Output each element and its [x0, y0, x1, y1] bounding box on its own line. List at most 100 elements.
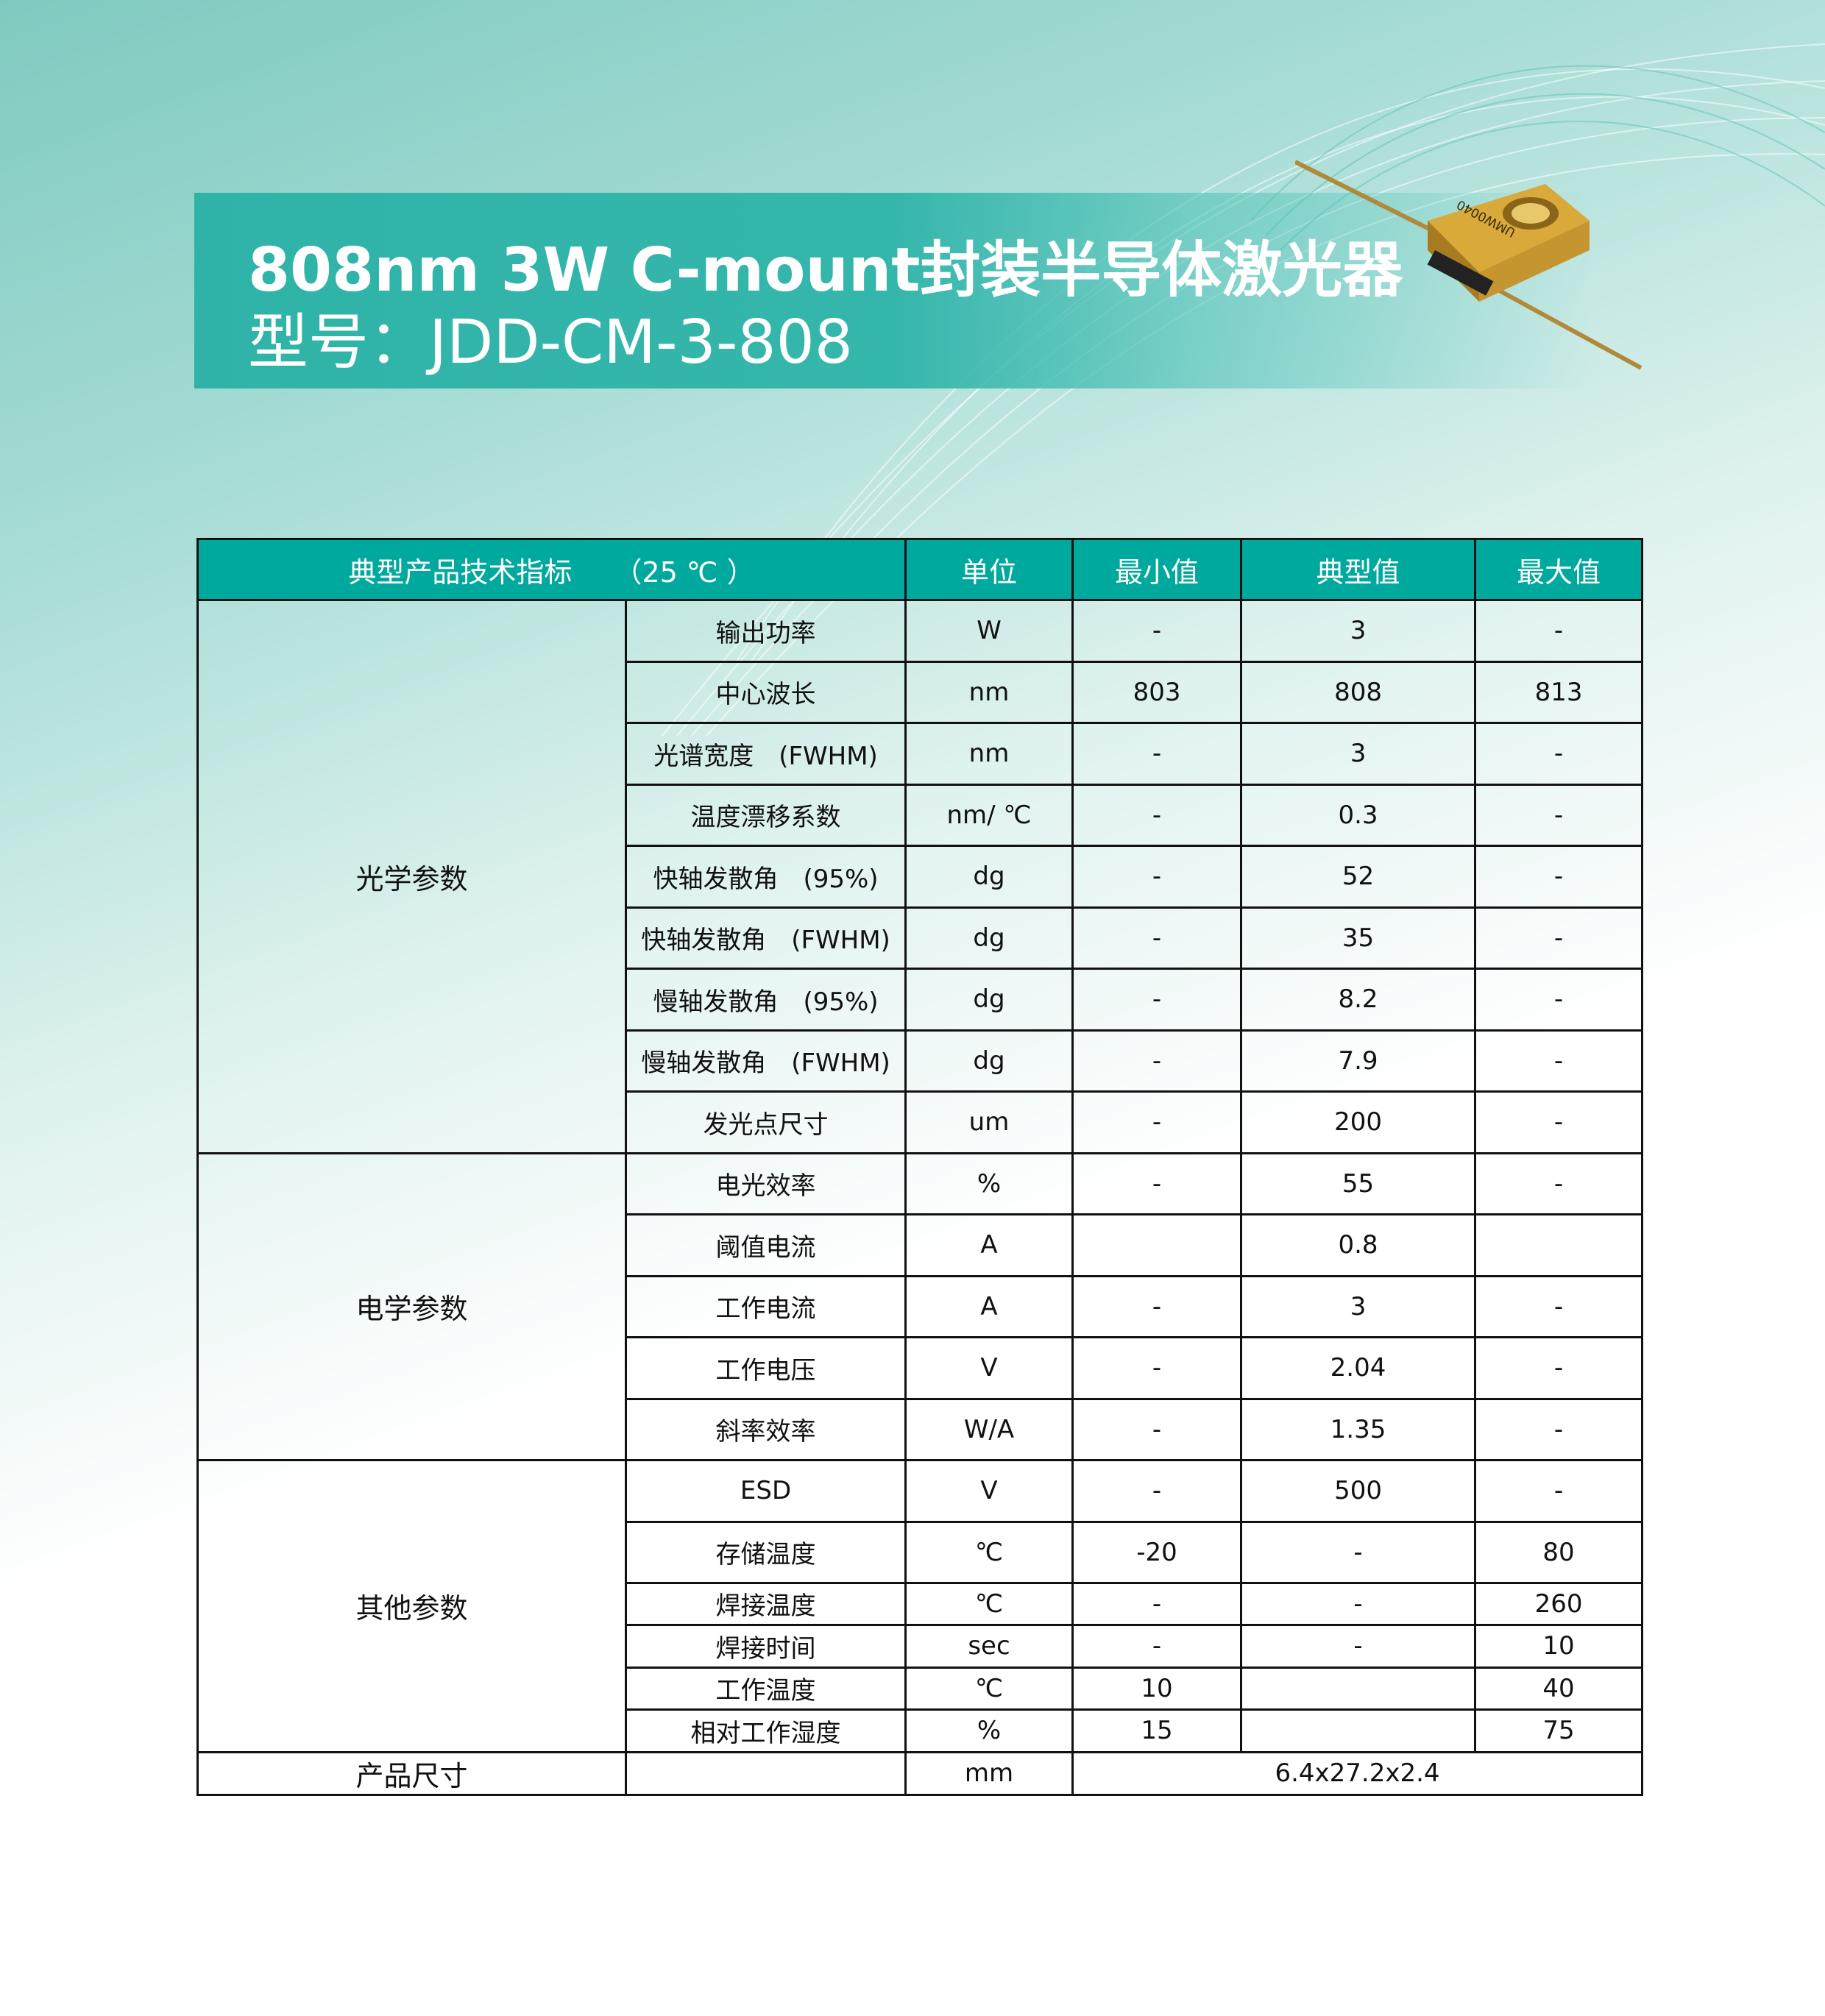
max-value: - — [1474, 1397, 1644, 1461]
min-value: - — [1071, 722, 1243, 786]
page-title: 808nm 3W C-mount封装半导体激光器 — [248, 235, 1403, 305]
table-row: 存储温度 ℃ -20-80 — [198, 1520, 1644, 1584]
model-number: 型号：JDD-CM-3-808 — [248, 308, 853, 377]
max-value — [1474, 1213, 1644, 1277]
param-name: 电光效率 — [624, 1151, 907, 1215]
table-row: 快轴发散角 (FWHM) dg -35- — [198, 906, 1644, 970]
min-value: 10 — [1071, 1666, 1243, 1711]
min-value: - — [1071, 968, 1243, 1032]
col-header-min: 最小值 — [1071, 538, 1243, 601]
typ-value: 200 — [1240, 1090, 1477, 1154]
table-row: 电学参数 电光效率% -55- — [196, 1151, 1644, 1461]
typ-value: 2.04 — [1240, 1336, 1477, 1400]
unit: nm — [904, 660, 1074, 724]
typ-value: 35 — [1240, 906, 1477, 970]
param-name: 工作电流 — [624, 1274, 907, 1338]
unit: V — [904, 1459, 1074, 1523]
unit: sec — [904, 1624, 1074, 1669]
table-row: 发光点尺寸 um -200- — [198, 1090, 1644, 1154]
typ-value: - — [1240, 1624, 1477, 1669]
param-name: 存储温度 — [624, 1520, 907, 1584]
typ-value: 808 — [1240, 660, 1477, 724]
table-row: 相对工作湿度% 15 75 — [198, 1708, 1644, 1753]
max-value: - — [1474, 1151, 1644, 1215]
min-value: -20 — [1071, 1520, 1243, 1584]
param-name: 发光点尺寸 — [624, 1090, 907, 1154]
col-header-max: 最大值 — [1474, 538, 1644, 601]
min-value: - — [1071, 1336, 1243, 1400]
table-row: 温度漂移系数 nm/ ℃ -0.3- — [198, 783, 1644, 847]
min-value: 803 — [1071, 660, 1243, 724]
min-value: - — [1071, 906, 1243, 970]
max-value: - — [1474, 599, 1644, 663]
typ-value: 8.2 — [1240, 968, 1477, 1032]
table-row: 工作电压 V -2.04- — [198, 1336, 1644, 1400]
max-value: - — [1474, 722, 1644, 786]
col-header-typ: 典型值 — [1240, 538, 1477, 601]
unit: ℃ — [904, 1520, 1074, 1584]
max-value: 80 — [1474, 1520, 1644, 1584]
unit: mm — [904, 1750, 1074, 1796]
param-name: 工作电压 — [624, 1336, 907, 1400]
min-value — [1071, 1213, 1243, 1277]
table-row: 焊接温度 ℃ - -260 — [198, 1581, 1644, 1626]
table-row: 焊接时间 sec - -10 — [198, 1624, 1644, 1669]
unit: A — [904, 1213, 1074, 1277]
unit: dg — [904, 1029, 1074, 1093]
param-name: 输出功率 — [624, 599, 907, 663]
max-value: - — [1474, 845, 1644, 909]
max-value: 10 — [1474, 1624, 1644, 1669]
max-value: - — [1474, 968, 1644, 1032]
typ-value: 55 — [1240, 1151, 1477, 1215]
size-value: 6.4x27.2x2.4 — [1071, 1750, 1644, 1796]
typ-value: - — [1240, 1520, 1477, 1584]
table-row: 工作温度 ℃ 10 40 — [198, 1666, 1644, 1711]
typ-value: 52 — [1240, 845, 1477, 909]
group-label: 电学参数 — [196, 1151, 627, 1461]
param-name — [624, 1750, 907, 1796]
col-header-unit: 单位 — [904, 538, 1074, 601]
group-label: 产品尺寸 — [196, 1750, 627, 1796]
group-label: 光学参数 — [196, 599, 627, 1154]
typ-value: 500 — [1240, 1459, 1477, 1523]
typ-value: 1.35 — [1240, 1397, 1477, 1461]
col-header-spec: 典型产品技术指标 （25 ℃ ） — [196, 538, 907, 601]
min-value: - — [1071, 1397, 1243, 1461]
param-name: 快轴发散角 (FWHM) — [624, 906, 907, 970]
param-name: 温度漂移系数 — [624, 783, 907, 847]
table-row: 快轴发散角 (95%) dg -52- — [198, 845, 1644, 909]
max-value: 260 — [1474, 1581, 1644, 1626]
max-value: - — [1474, 1090, 1644, 1154]
spec-table: 典型产品技术指标 （25 ℃ ） 单位 最小值 典型值 最大值 光学参数 输出功率… — [196, 538, 1644, 1796]
unit: % — [904, 1708, 1074, 1753]
max-value: - — [1474, 1459, 1644, 1523]
max-value: 75 — [1474, 1708, 1644, 1753]
max-value: - — [1474, 1274, 1644, 1338]
unit: nm/ ℃ — [904, 783, 1074, 847]
table-row: 其他参数 ESD V -500- — [196, 1459, 1644, 1753]
unit: dg — [904, 968, 1074, 1032]
param-name: 相对工作湿度 — [624, 1708, 907, 1753]
typ-value: 0.8 — [1240, 1213, 1477, 1277]
min-value: 15 — [1071, 1708, 1243, 1753]
max-value: 813 — [1474, 660, 1644, 724]
typ-value: 7.9 — [1240, 1029, 1477, 1093]
typ-value — [1240, 1666, 1477, 1711]
table-row: 慢轴发散角 (95%) dg -8.2- — [198, 968, 1644, 1032]
min-value: - — [1071, 1581, 1243, 1626]
param-name: 慢轴发散角 (95%) — [624, 968, 907, 1032]
unit: ℃ — [904, 1581, 1074, 1626]
table-row: 工作电流 A -3- — [198, 1274, 1644, 1338]
min-value: - — [1071, 1090, 1243, 1154]
table-row: 光学参数 输出功率 W -3- — [196, 599, 1644, 1154]
min-value: - — [1071, 1624, 1243, 1669]
min-value: - — [1071, 783, 1243, 847]
table-row: 慢轴发散角 (FWHM) dg -7.9- — [198, 1029, 1644, 1093]
param-name: 快轴发散角 (95%) — [624, 845, 907, 909]
typ-value: 0.3 — [1240, 783, 1477, 847]
min-value: - — [1071, 1151, 1243, 1215]
table-row: 斜率效率 W/A -1.35- — [198, 1397, 1644, 1461]
max-value: - — [1474, 906, 1644, 970]
c-mount-laser-image: UMW0040 — [1295, 160, 1642, 370]
min-value: - — [1071, 1274, 1243, 1338]
